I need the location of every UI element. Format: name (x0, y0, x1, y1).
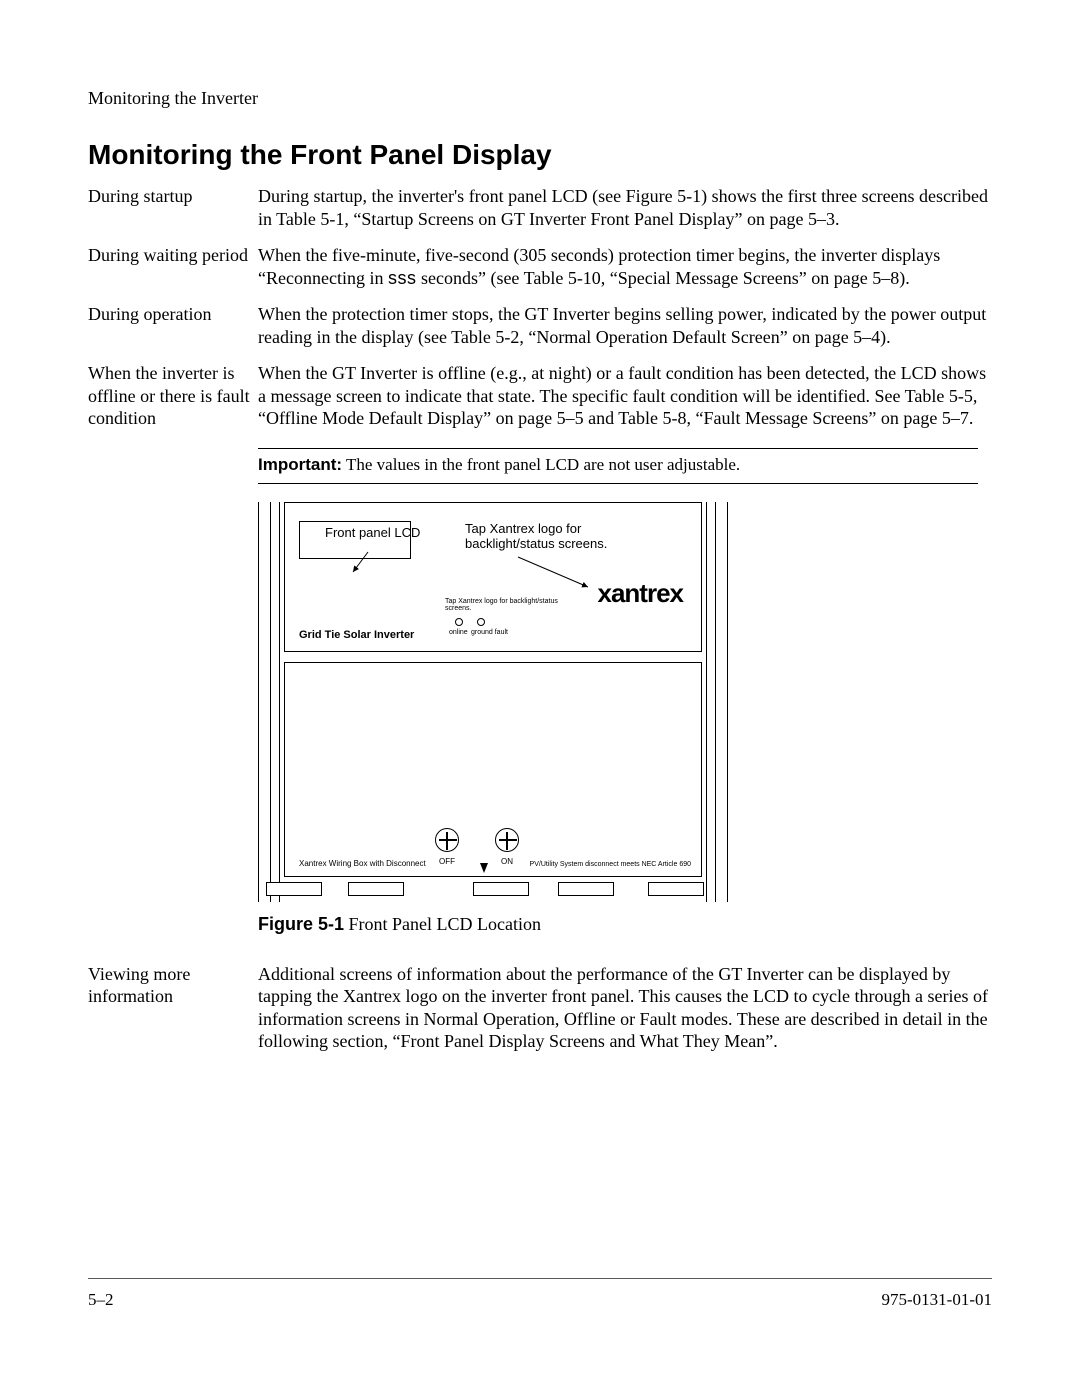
lower-panel: OFF ON Xantrex Wiring Box with Disconnec… (284, 662, 702, 877)
wiring-box-label: Xantrex Wiring Box with Disconnect (299, 859, 426, 868)
nec-label: PV/Utility System disconnect meets NEC A… (530, 861, 691, 868)
led-online-icon (455, 618, 463, 626)
figure-label: Figure 5-1 (258, 914, 344, 934)
def-desc: When the protection timer stops, the GT … (258, 303, 992, 348)
note-text: The values in the front panel LCD are no… (346, 455, 740, 474)
disconnect-knob-off-icon (435, 828, 459, 852)
def-row: During operation When the protection tim… (88, 303, 992, 348)
figure-5-1: Front panel LCD Tap Xantrex logo for bac… (258, 502, 728, 902)
disconnect-knob-on-icon (495, 828, 519, 852)
doc-number: 975-0131-01-01 (882, 1290, 992, 1310)
definition-list: During startup During startup, the inver… (88, 185, 992, 430)
device-drawing: Front panel LCD Tap Xantrex logo for bac… (258, 502, 728, 902)
tiny-tap-text: Tap Xantrex logo for backlight/status sc… (445, 598, 565, 612)
sss-code: sss (388, 268, 417, 288)
figure-caption: Figure 5-1 Front Panel LCD Location (258, 914, 992, 935)
callout-logo: Tap Xantrex logo for backlight/status sc… (465, 521, 645, 552)
figure-caption-text: Front Panel LCD Location (349, 914, 541, 934)
section-title: Monitoring the Front Panel Display (88, 139, 992, 171)
def-term: When the inverter is offline or there is… (88, 362, 258, 430)
off-label: OFF (439, 857, 455, 866)
mount-tab (348, 882, 404, 896)
brand-logo: xantrex (598, 578, 684, 609)
def-desc: Additional screens of information about … (258, 963, 992, 1053)
mount-tab (558, 882, 614, 896)
mount-tab (648, 882, 704, 896)
text: seconds” (see Table 5-10, “Special Messa… (416, 268, 909, 288)
callout-lcd: Front panel LCD (325, 525, 420, 541)
bottom-tabs (258, 882, 728, 902)
def-term: During operation (88, 303, 258, 326)
on-label: ON (501, 857, 513, 866)
def-row: During waiting period When the five-minu… (88, 244, 992, 289)
mount-tab (473, 882, 529, 896)
led-online-label: online (449, 629, 468, 636)
def-desc: During startup, the inverter's front pan… (258, 185, 992, 230)
upper-panel: Front panel LCD Tap Xantrex logo for bac… (284, 502, 702, 652)
def-row: During startup During startup, the inver… (88, 185, 992, 230)
def-term: During waiting period (88, 244, 258, 267)
running-head: Monitoring the Inverter (88, 88, 992, 109)
def-desc: When the five-minute, five-second (305 s… (258, 244, 992, 289)
def-row: Viewing more information Additional scre… (88, 963, 992, 1053)
note-label: Important: (258, 455, 342, 474)
mount-tab (266, 882, 322, 896)
def-term: During startup (88, 185, 258, 208)
product-name: Grid Tie Solar Inverter (299, 629, 414, 641)
led-gf-label: ground fault (471, 629, 508, 636)
page-number: 5–2 (88, 1290, 114, 1310)
def-desc: When the GT Inverter is offline (e.g., a… (258, 362, 992, 430)
led-groundfault-icon (477, 618, 485, 626)
footer-rule (88, 1278, 992, 1279)
def-term: Viewing more information (88, 963, 258, 1008)
def-row: When the inverter is offline or there is… (88, 362, 992, 430)
important-note: Important: The values in the front panel… (258, 448, 978, 484)
